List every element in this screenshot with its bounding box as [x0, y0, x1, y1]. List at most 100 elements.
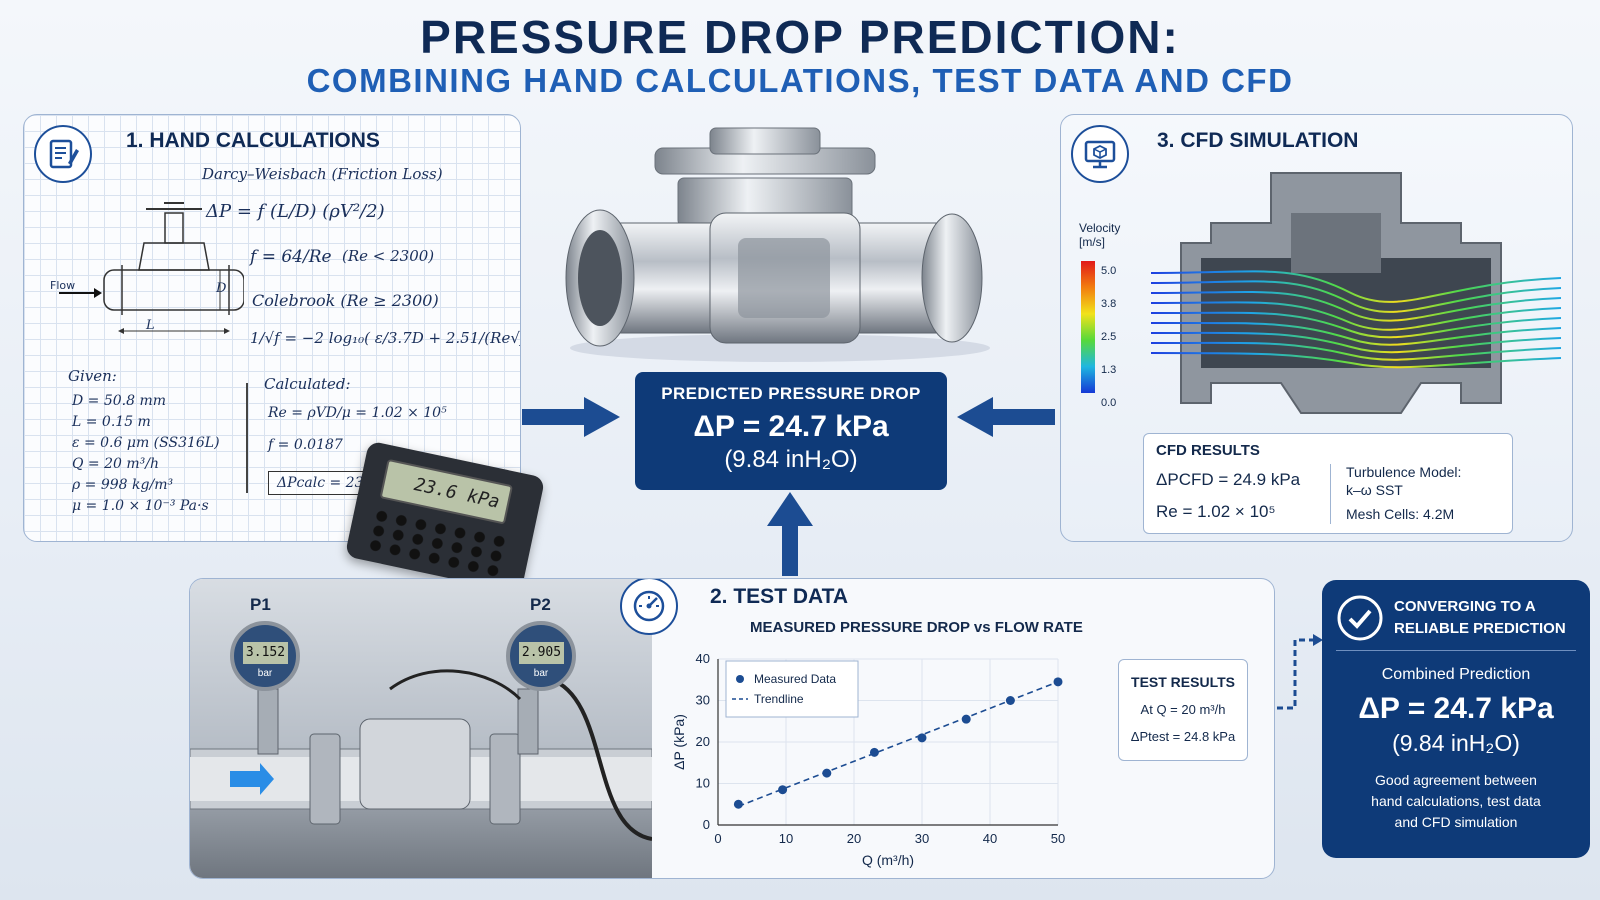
arrow-up-icon: [767, 492, 813, 576]
data-point: [917, 733, 927, 743]
mesh-cells: Mesh Cells: 4.2M: [1346, 506, 1455, 522]
test-results-box: TEST RESULTS At Q = 20 m³/h ΔPtest = 24.…: [1118, 659, 1248, 761]
monitor-cube-icon: [1071, 125, 1129, 183]
test-results-title: TEST RESULTS: [1131, 674, 1235, 690]
given-item: μ = 1.0 × 10⁻³ Pa·s: [72, 498, 209, 514]
x-tick-label: 50: [1051, 831, 1065, 846]
final-prediction-box: CONVERGING TO A RELIABLE PREDICTION Comb…: [1322, 580, 1590, 858]
velocity-legend-unit: [m/s]: [1079, 235, 1105, 249]
final-title-line2: RELIABLE PREDICTION: [1394, 620, 1566, 637]
final-title-line1: CONVERGING TO A: [1394, 598, 1536, 615]
test-results-pressure-drop: ΔPtest = 24.8 kPa: [1130, 729, 1236, 744]
hand-calculations-heading: 1. HAND CALCULATIONS: [126, 129, 380, 152]
data-point: [1005, 696, 1015, 705]
pressure-gauge-icon: [620, 579, 678, 635]
y-tick-label: 0: [703, 817, 710, 832]
velocity-colorbar: [1081, 261, 1095, 393]
check-circle-icon: [1337, 595, 1383, 641]
data-point: [869, 747, 879, 757]
laminar-friction-equation: f = 64/Re: [250, 247, 332, 267]
x-axis-label: Q (m³/h): [862, 852, 914, 868]
darcy-weisbach-equation: ΔP = f (L/D) (ρV²/2): [206, 201, 385, 222]
arrow-right-icon: [522, 397, 620, 437]
laminar-condition: (Re < 2300): [342, 247, 435, 265]
predicted-pressure-drop-alt: (9.84 inH₂O): [724, 446, 858, 473]
pressure-gauge-p1: 3.152 bar: [230, 621, 300, 691]
legend-tick: 3.8: [1101, 298, 1117, 310]
given-list: D = 50.8 mm L = 0.15 m ε = 0.6 μm (SS316…: [72, 391, 220, 517]
x-tick-label: 10: [779, 831, 793, 846]
calculated-title: Calculated:: [264, 375, 351, 393]
legend-tick: 5.0: [1101, 265, 1117, 277]
data-point: [1053, 677, 1063, 687]
given-item: ε = 0.6 μm (SS316L): [72, 435, 220, 451]
data-point: [822, 768, 832, 778]
gauge-p1-label: P1: [250, 595, 271, 614]
trendline: [738, 681, 1059, 808]
test-results-flow: At Q = 20 m³/h: [1140, 702, 1226, 717]
combined-prediction-label: Combined Prediction: [1381, 666, 1531, 683]
valve-sketch: [59, 202, 244, 334]
given-item: Q = 20 m³/h: [72, 456, 159, 472]
cfd-results-box: CFD RESULTS ΔPCFD = 24.9 kPa Re = 1.02 ×…: [1143, 433, 1513, 534]
data-point: [733, 799, 743, 809]
y-tick-label: 20: [696, 734, 710, 749]
given-title: Given:: [68, 367, 117, 385]
legend-box: [725, 660, 859, 718]
page-subtitle: COMBINING HAND CALCULATIONS, TEST DATA A…: [306, 62, 1294, 99]
given-item: L = 0.15 m: [72, 414, 151, 430]
y-tick-label: 10: [696, 776, 710, 791]
legend-marker-measured: [736, 675, 744, 683]
calculated-friction: f = 0.0187: [268, 437, 343, 453]
test-data-panel: 3.152 bar P1 2.905 bar P2 2. TEST DATA M…: [189, 578, 1275, 879]
y-tick-label: 30: [696, 693, 710, 708]
gauge-p2-unit: bar: [533, 668, 549, 679]
x-tick-label: 40: [983, 831, 997, 846]
final-note-line3: and CFD simulation: [1394, 814, 1518, 830]
predicted-pressure-drop-box: PREDICTED PRESSURE DROP ΔP = 24.7 kPa (9…: [635, 372, 947, 490]
turbulence-model-label: Turbulence Model:: [1346, 464, 1462, 480]
predicted-pressure-drop-label: PREDICTED PRESSURE DROP: [661, 384, 921, 403]
gauge-p1-unit: bar: [257, 668, 273, 679]
final-note-line1: Good agreement between: [1375, 772, 1537, 788]
predicted-pressure-drop-value: ΔP = 24.7 kPa: [693, 410, 889, 443]
darcy-weisbach-title: Darcy–Weisbach (Friction Loss): [202, 165, 443, 183]
given-item: ρ = 998 kg/m³: [72, 477, 174, 493]
test-rig-photo: 3.152 bar P1 2.905 bar P2: [190, 579, 653, 878]
combined-prediction-alt: (9.84 inH₂O): [1392, 730, 1520, 756]
calc-divider: [246, 383, 248, 493]
colebrook-title: Colebrook (Re ≥ 2300): [252, 291, 439, 310]
legend-tick: 2.5: [1101, 331, 1117, 343]
gauge-p1-reading: 3.152: [243, 642, 288, 664]
cfd-pressure-drop: ΔPCFD = 24.9 kPa: [1156, 470, 1301, 489]
arrow-left-icon: [957, 397, 1055, 437]
valve-image: [565, 127, 990, 362]
test-rig-drawing: [190, 669, 653, 841]
colebrook-equation: 1/√f = −2 log₁₀( ε/3.7D + 2.51/(Re√f) ): [250, 329, 521, 347]
x-tick-label: 30: [915, 831, 929, 846]
y-tick-label: 40: [696, 651, 710, 666]
legend-tick: 0.0: [1101, 397, 1117, 409]
flow-label: Flow: [50, 279, 76, 292]
turbulence-model-value: k–ω SST: [1346, 482, 1403, 498]
hand-calculations-panel: 1. HAND CALCULATIONS Flow D L Darcy–Weis…: [23, 114, 521, 542]
final-note-line2: hand calculations, test data: [1371, 793, 1541, 809]
legend-label-trendline: Trendline: [754, 692, 804, 706]
legend-label-measured: Measured Data: [754, 672, 836, 686]
y-axis-label: ΔP (kPa): [671, 714, 687, 770]
cfd-results-title: CFD RESULTS: [1156, 442, 1260, 459]
chart-title: MEASURED PRESSURE DROP vs FLOW RATE: [750, 619, 1083, 636]
cfd-simulation-heading: 3. CFD SIMULATION: [1157, 129, 1359, 152]
pressure-gauge-p2: 2.905 bar: [506, 621, 576, 691]
data-point: [961, 714, 971, 724]
dimension-d-label: D: [216, 281, 227, 296]
cfd-reynolds: Re = 1.02 × 10⁵: [1156, 502, 1276, 521]
calculated-reynolds: Re = ρVD/μ = 1.02 × 10⁵: [268, 405, 447, 421]
combined-prediction-value: ΔP = 24.7 kPa: [1358, 692, 1554, 725]
page-title: PRESSURE DROP PREDICTION:: [420, 11, 1180, 63]
cfd-results-divider: [1330, 464, 1331, 524]
velocity-legend-title: Velocity: [1079, 221, 1121, 235]
legend-tick: 1.3: [1101, 364, 1117, 376]
x-tick-label: 0: [714, 831, 721, 846]
given-item: D = 50.8 mm: [72, 393, 167, 409]
